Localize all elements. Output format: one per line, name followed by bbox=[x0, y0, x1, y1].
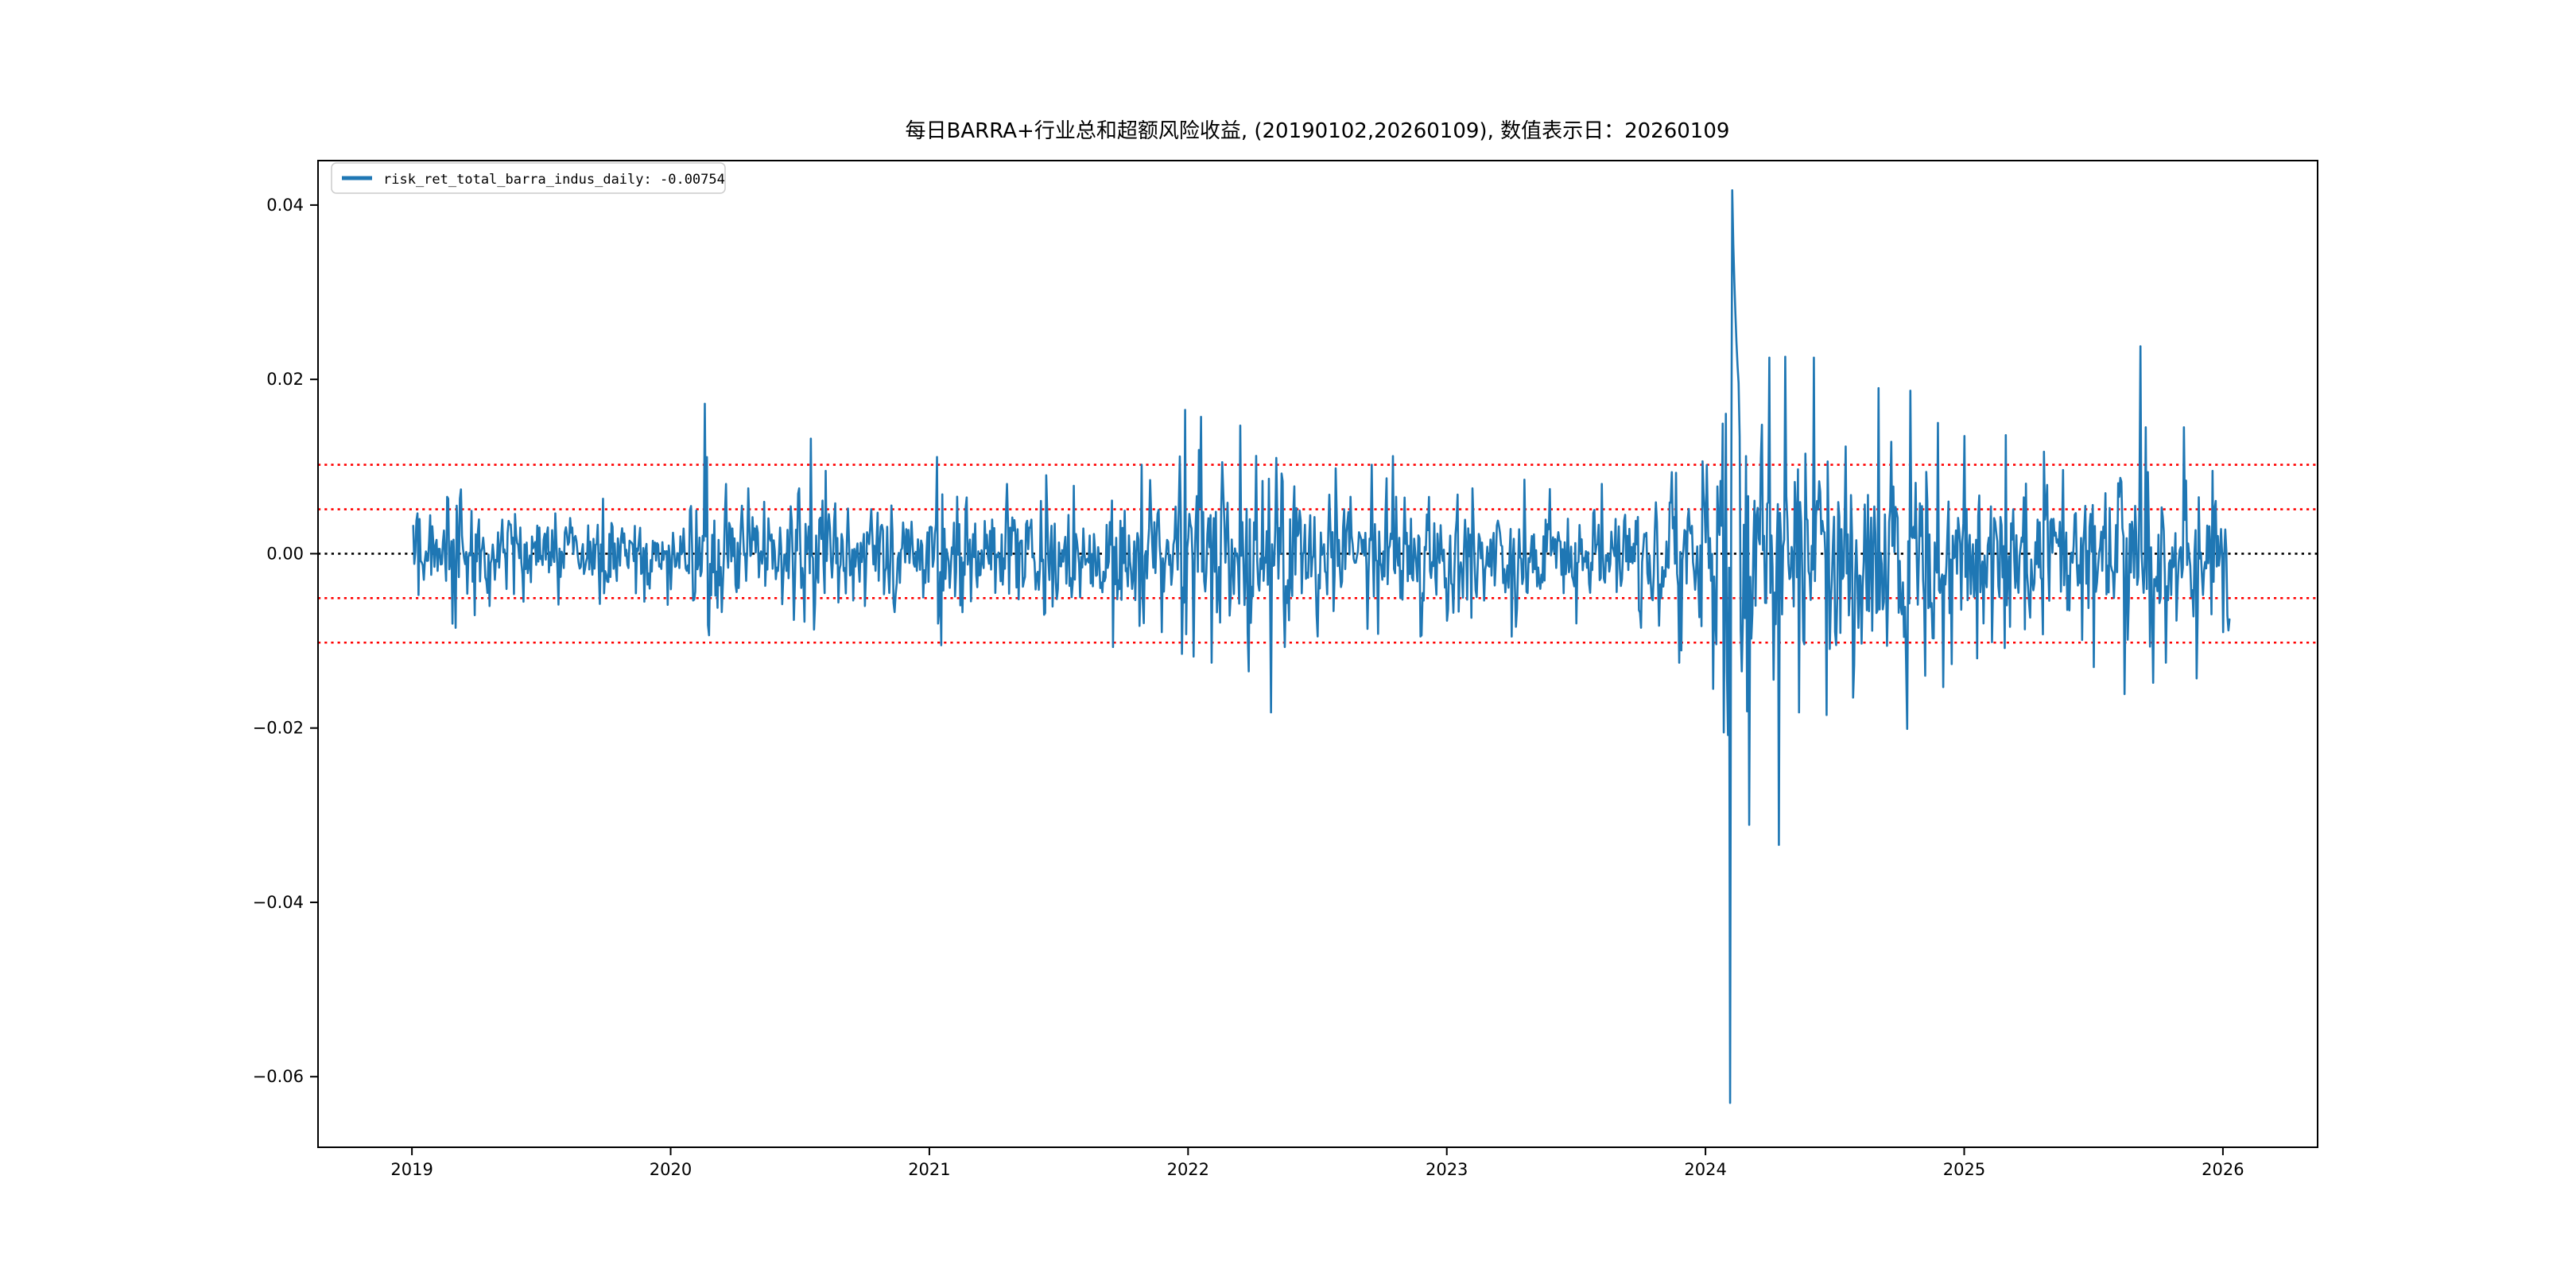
series-line bbox=[412, 188, 2231, 1104]
y-tick-label: 0.02 bbox=[266, 370, 304, 389]
x-tick-label: 2020 bbox=[650, 1160, 692, 1179]
y-axis-ticks: 0.04 0.02 0.00 −0.02 −0.04 −0.06 bbox=[253, 196, 318, 1086]
legend-label: risk_ret_total_barra_indus_daily: -0.007… bbox=[383, 172, 725, 188]
legend-box bbox=[331, 162, 726, 194]
series-line-group bbox=[412, 188, 2231, 1104]
x-tick-label: 2019 bbox=[390, 1160, 433, 1179]
x-tick-label: 2021 bbox=[908, 1160, 950, 1179]
x-tick-label: 2023 bbox=[1426, 1160, 1468, 1179]
y-tick-label: 0.04 bbox=[266, 196, 304, 215]
x-tick-label: 2025 bbox=[1943, 1160, 1985, 1179]
plot-border bbox=[317, 160, 2318, 1148]
x-tick-label: 2022 bbox=[1167, 1160, 1209, 1179]
chart-title: 每日BARRA+行业总和超额风险收益, (20190102,20260109),… bbox=[906, 119, 1730, 143]
legend: risk_ret_total_barra_indus_daily: -0.007… bbox=[331, 162, 726, 194]
x-axis-ticks: 2019 2020 2021 2022 2023 2024 2025 2026 bbox=[390, 1147, 2244, 1179]
y-tick-label: −0.06 bbox=[253, 1067, 304, 1086]
x-tick-label: 2026 bbox=[2202, 1160, 2244, 1179]
y-tick-label: −0.02 bbox=[253, 719, 304, 738]
y-tick-label: −0.04 bbox=[253, 893, 304, 912]
y-tick-label: 0.00 bbox=[266, 544, 304, 563]
x-tick-label: 2024 bbox=[1684, 1160, 1726, 1179]
